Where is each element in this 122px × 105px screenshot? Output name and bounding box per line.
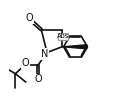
Text: O: O [21,58,29,68]
Bar [58,33,68,40]
Text: O: O [34,74,42,84]
Text: N: N [41,49,49,59]
Polygon shape [63,45,87,49]
Text: Abs: Abs [57,33,69,39]
Text: O: O [26,13,33,23]
